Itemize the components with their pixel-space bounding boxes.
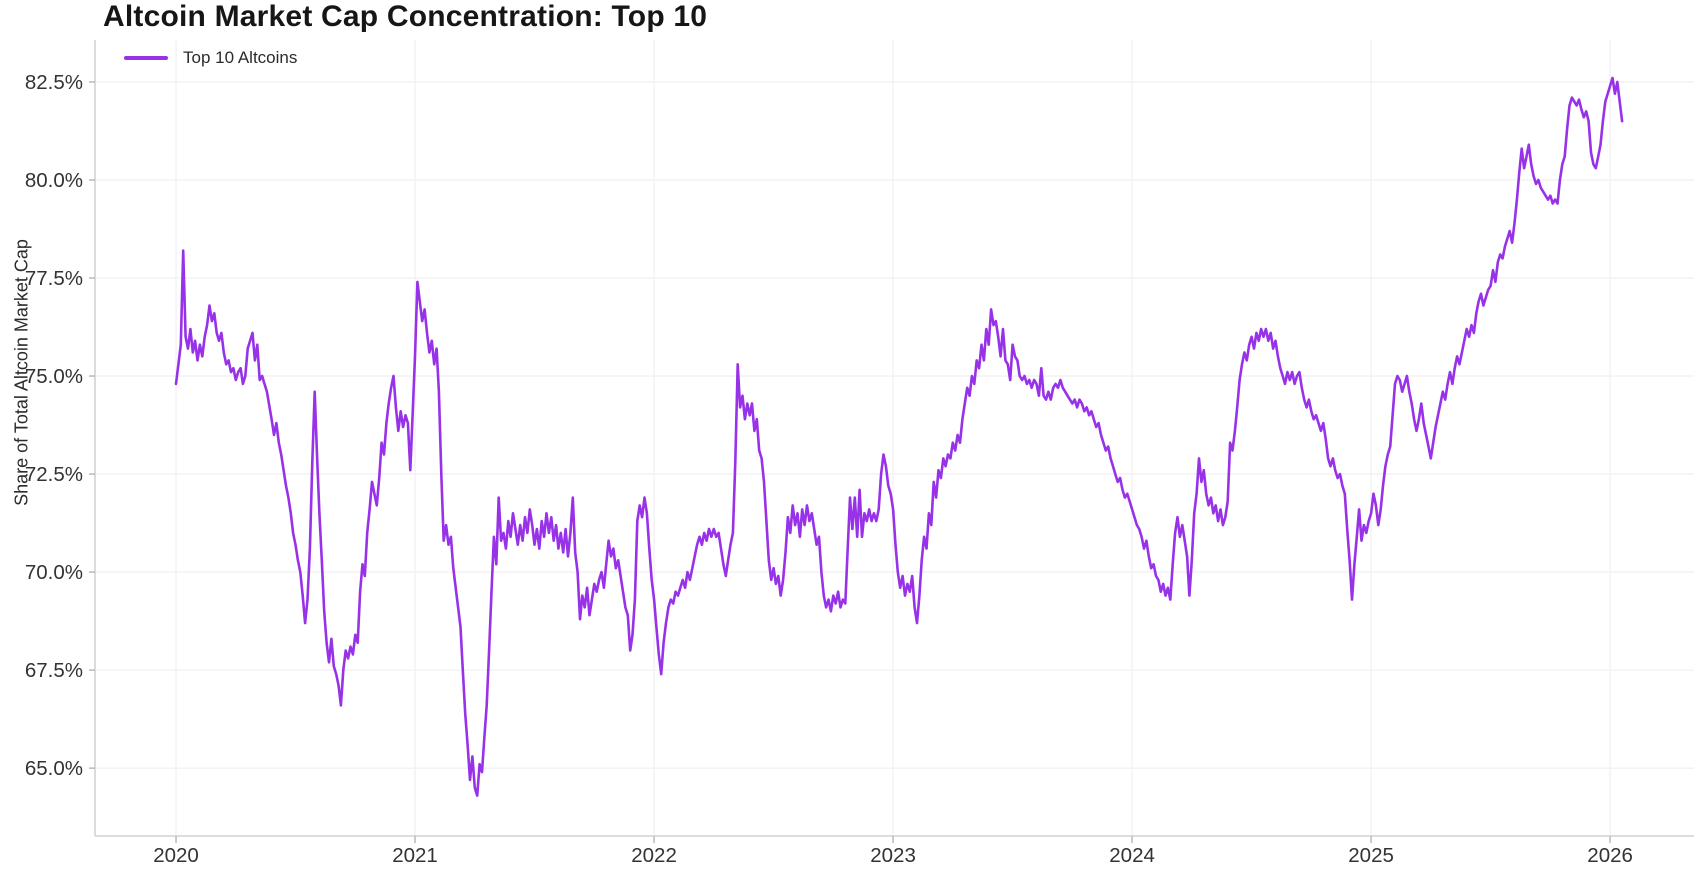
x-tick-label: 2025 bbox=[1348, 844, 1394, 867]
y-tick-label: 72.5% bbox=[25, 463, 83, 486]
top-10-altcoins-line bbox=[174, 76, 1624, 797]
y-tick-label: 80.0% bbox=[25, 169, 83, 192]
y-tick-label: 75.0% bbox=[25, 365, 83, 388]
y-tick-label: 77.5% bbox=[25, 267, 83, 290]
x-tick-label: 2024 bbox=[1109, 844, 1155, 867]
y-axis-title: Share of Total Altcoin Market Cap bbox=[11, 239, 32, 506]
x-tick-label: 2023 bbox=[870, 844, 916, 867]
legend-line-swatch bbox=[124, 56, 168, 60]
legend: Top 10 Altcoins bbox=[124, 48, 297, 68]
y-tick-label: 70.0% bbox=[25, 561, 83, 584]
legend-label: Top 10 Altcoins bbox=[183, 48, 298, 67]
x-tick-label: 2020 bbox=[153, 844, 199, 867]
y-tick-label: 82.5% bbox=[25, 71, 83, 94]
x-tick-label: 2021 bbox=[392, 844, 438, 867]
x-tick-label: 2022 bbox=[631, 844, 677, 867]
chart-title: Altcoin Market Cap Concentration: Top 10 bbox=[103, 0, 708, 33]
y-tick-label: 67.5% bbox=[25, 659, 83, 682]
x-tick-label: 2026 bbox=[1587, 844, 1633, 867]
y-tick-label: 65.0% bbox=[25, 757, 83, 780]
